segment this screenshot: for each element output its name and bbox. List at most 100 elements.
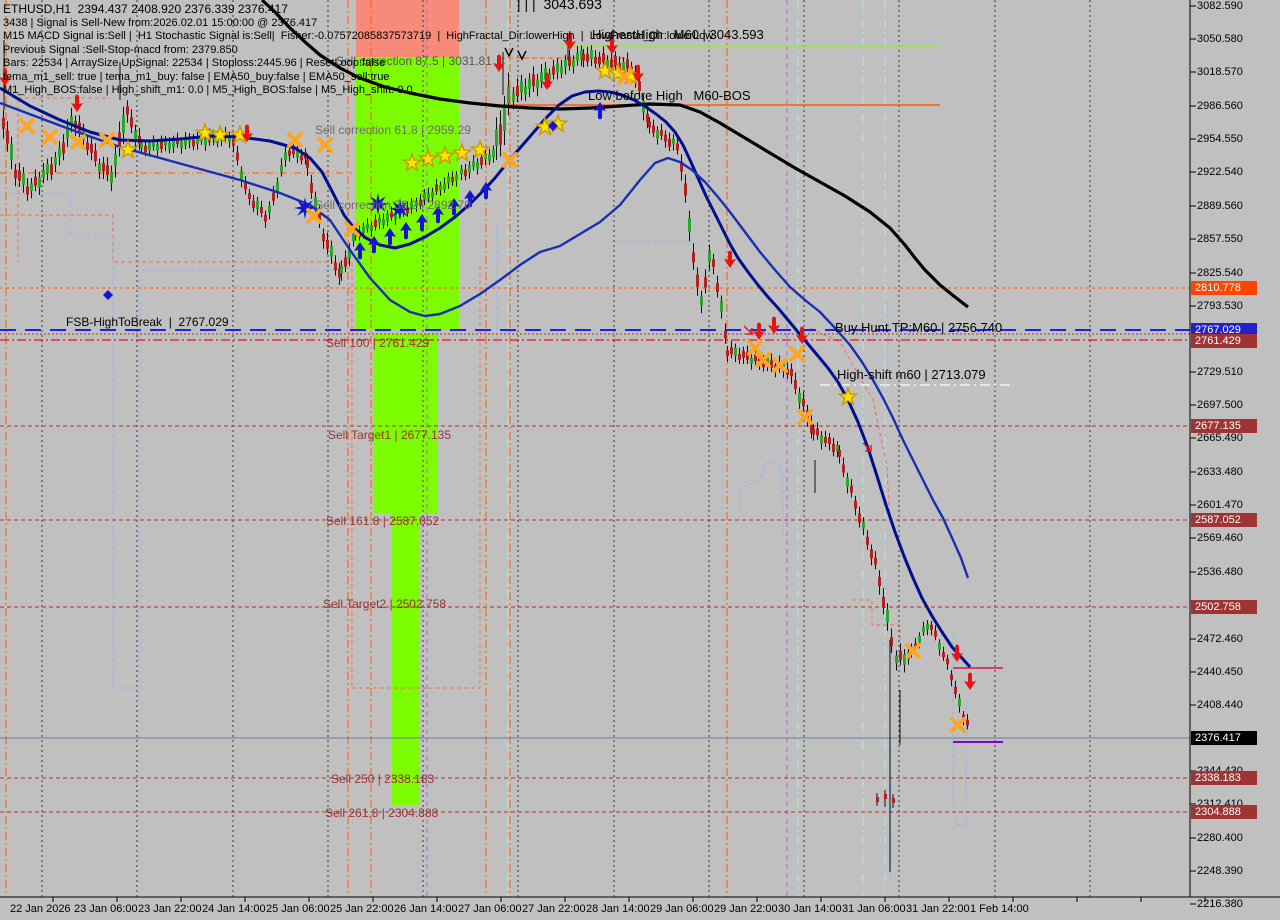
sell-arrow-icon: [632, 64, 644, 82]
price-axis-highlight-2767-029: 2767.029: [1191, 323, 1257, 337]
x-signal-icon: [797, 409, 813, 425]
time-axis-label: 25 Jan 22:00: [330, 903, 394, 915]
sell-arrow-icon: [564, 32, 576, 50]
env-blue-u-right: [952, 635, 967, 826]
x-signal-icon: [755, 352, 771, 368]
env-red-bottom-steps: [852, 599, 901, 640]
zone-green-band-mid: [373, 334, 438, 513]
sell-arrow-icon: [768, 316, 780, 334]
time-axis-label: 22 Jan 2026: [10, 903, 71, 915]
star-signal-icon: [547, 112, 569, 134]
sell-arrow-icon: [71, 94, 83, 112]
star-signal-icon: [401, 151, 423, 173]
sell-arrow-icon: [541, 72, 553, 90]
price-axis-label: 2793.530: [1197, 300, 1243, 312]
buy-arrow-icon: [400, 222, 412, 240]
star-signal-icon: [451, 141, 473, 163]
ma-navy-slow: [0, 101, 970, 579]
price-axis-label: 2472.460: [1197, 633, 1243, 645]
env-blue-left: [10, 193, 345, 689]
x-signal-icon: [317, 137, 333, 153]
buy-arrow-icon: [432, 206, 444, 224]
price-axis-label: 2889.560: [1197, 200, 1243, 212]
time-axis-label: 31 Jan 22:00: [906, 903, 970, 915]
blue-burst-icon: [367, 193, 389, 215]
buy-arrow-icon: [416, 214, 428, 232]
x-signal-icon: [99, 132, 115, 148]
buy-arrow-icon: [368, 236, 380, 254]
x-signal-icon: [502, 152, 518, 168]
v-mark-icon: [517, 50, 527, 61]
price-axis-label: 2665.490: [1197, 432, 1243, 444]
zone-green-band-narrow: [392, 513, 420, 805]
price-axis-highlight-2338-183: 2338.183: [1191, 771, 1257, 785]
price-axis-label: 3018.570: [1197, 66, 1243, 78]
time-axis-label: 1 Feb 14:00: [970, 903, 1029, 915]
price-axis-highlight-2304-888: 2304.888: [1191, 805, 1257, 819]
price-axis-highlight-2677-135: 2677.135: [1191, 419, 1257, 433]
star-signal-icon: [194, 121, 216, 143]
x-signal-icon: [19, 118, 35, 134]
sell-arrow-icon: [753, 322, 765, 340]
price-axis-label: 2569.460: [1197, 532, 1243, 544]
x-signal-icon: [617, 69, 633, 85]
price-axis-label: 2986.560: [1197, 100, 1243, 112]
price-axis-label: 2280.400: [1197, 832, 1243, 844]
sell-arrow-icon: [493, 54, 505, 72]
star-signal-icon: [594, 59, 616, 81]
sell-arrow-icon: [724, 250, 736, 268]
x-signal-icon: [306, 208, 322, 224]
sell-arrow-icon: [606, 36, 618, 54]
star-signal-icon: [469, 138, 491, 160]
env-red-box-bottom: [352, 262, 481, 689]
price-axis-label: 2825.540: [1197, 267, 1243, 279]
env-blue-hump: [739, 461, 784, 540]
x-signal-icon: [950, 717, 966, 733]
env-red-crash: [809, 327, 891, 521]
star-signal-icon: [117, 138, 139, 160]
x-signal-icon: [772, 357, 788, 373]
tiny-candle-body: [892, 798, 895, 803]
price-axis-label: 2536.480: [1197, 566, 1243, 578]
sell-arrow-icon: [796, 326, 808, 344]
time-axis-label: 23 Jan 06:00: [74, 903, 138, 915]
price-axis-label: 2216.380: [1197, 898, 1243, 910]
x-signal-icon: [905, 643, 921, 659]
buy-arrow-icon: [480, 182, 492, 200]
price-axis-highlight-2810-778: 2810.778: [1191, 281, 1257, 295]
env-red-left: [0, 214, 352, 263]
buy-arrow-icon: [464, 190, 476, 208]
time-axis-label: 25 Jan 06:00: [266, 903, 330, 915]
time-axis-label: 31 Jan 06:00: [842, 903, 906, 915]
buy-arrow-icon: [384, 228, 396, 246]
sell-arrow-icon: [0, 68, 11, 86]
v-mark-icon: [504, 47, 514, 58]
hollow-arrow-icon: [862, 442, 872, 452]
buy-arrow-icon: [354, 242, 366, 260]
x-signal-icon: [747, 340, 763, 356]
blue-burst-icon: [389, 198, 411, 220]
price-axis-highlight-2502-758: 2502.758: [1191, 600, 1257, 614]
time-axis-label: 29 Jan 22:00: [714, 903, 778, 915]
sell-arrow-icon: [951, 644, 963, 662]
price-axis-label: 2633.480: [1197, 466, 1243, 478]
zone-salmon-band: [356, 0, 459, 57]
sell-arrow-icon: [964, 672, 976, 690]
star-signal-icon: [209, 123, 231, 145]
price-axis-highlight-2587-052: 2587.052: [1191, 513, 1257, 527]
price-axis-label: 2440.450: [1197, 666, 1243, 678]
tiny-candle-body: [884, 794, 887, 799]
hollow-arrow-icon: [743, 325, 753, 335]
ma-black-slow: [260, 0, 969, 309]
star-signal-icon: [837, 385, 859, 407]
price-axis-label: 2697.500: [1197, 399, 1243, 411]
price-axis-label: 2857.550: [1197, 233, 1243, 245]
star-signal-icon: [434, 144, 456, 166]
tiny-candle-body: [876, 797, 879, 802]
buy-arrow-icon: [594, 102, 606, 120]
zone-green-band-wide: [356, 57, 459, 330]
price-axis-label: 2601.470: [1197, 499, 1243, 511]
time-axis-label: 23 Jan 22:00: [138, 903, 202, 915]
